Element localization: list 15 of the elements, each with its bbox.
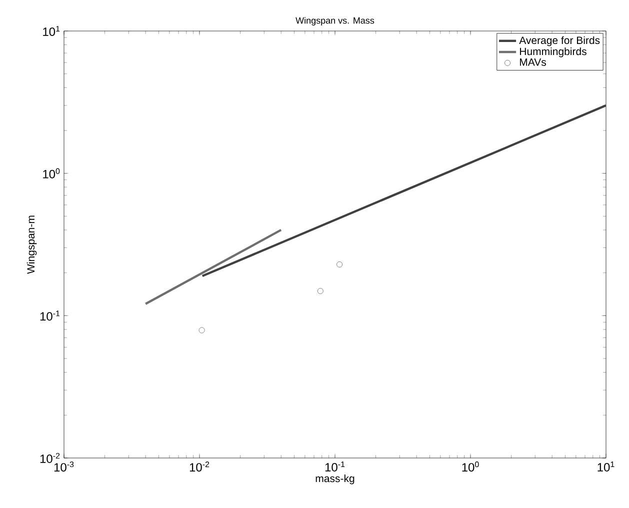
- x-tick-label: 10$^{1}$: [598, 462, 614, 472]
- y-tick-label: 10$^{-1}$: [40, 310, 60, 321]
- chart-title: Wingspan vs. Mass: [296, 17, 374, 26]
- y-tick-label: 10$^{1}$: [43, 26, 60, 36]
- legend-label: MAVs: [520, 58, 546, 66]
- y-tick-label: 10$^{-2}$: [40, 452, 60, 464]
- x-tick-label: 10$^{-2}$: [190, 462, 210, 472]
- x-axis-title: mass-kg: [316, 474, 354, 484]
- y-axis-title: Wingspan-m: [26, 216, 37, 274]
- x-tick-label: 10$^{-3}$: [54, 462, 74, 472]
- x-tick-label: 10$^{-1}$: [325, 462, 345, 472]
- legend-label: Average for Birds: [519, 36, 600, 46]
- y-tick-label: 10$^{0}$: [43, 168, 60, 178]
- legend-label: Hummingbirds: [520, 47, 586, 58]
- x-tick-label: 10$^{0}$: [462, 462, 479, 472]
